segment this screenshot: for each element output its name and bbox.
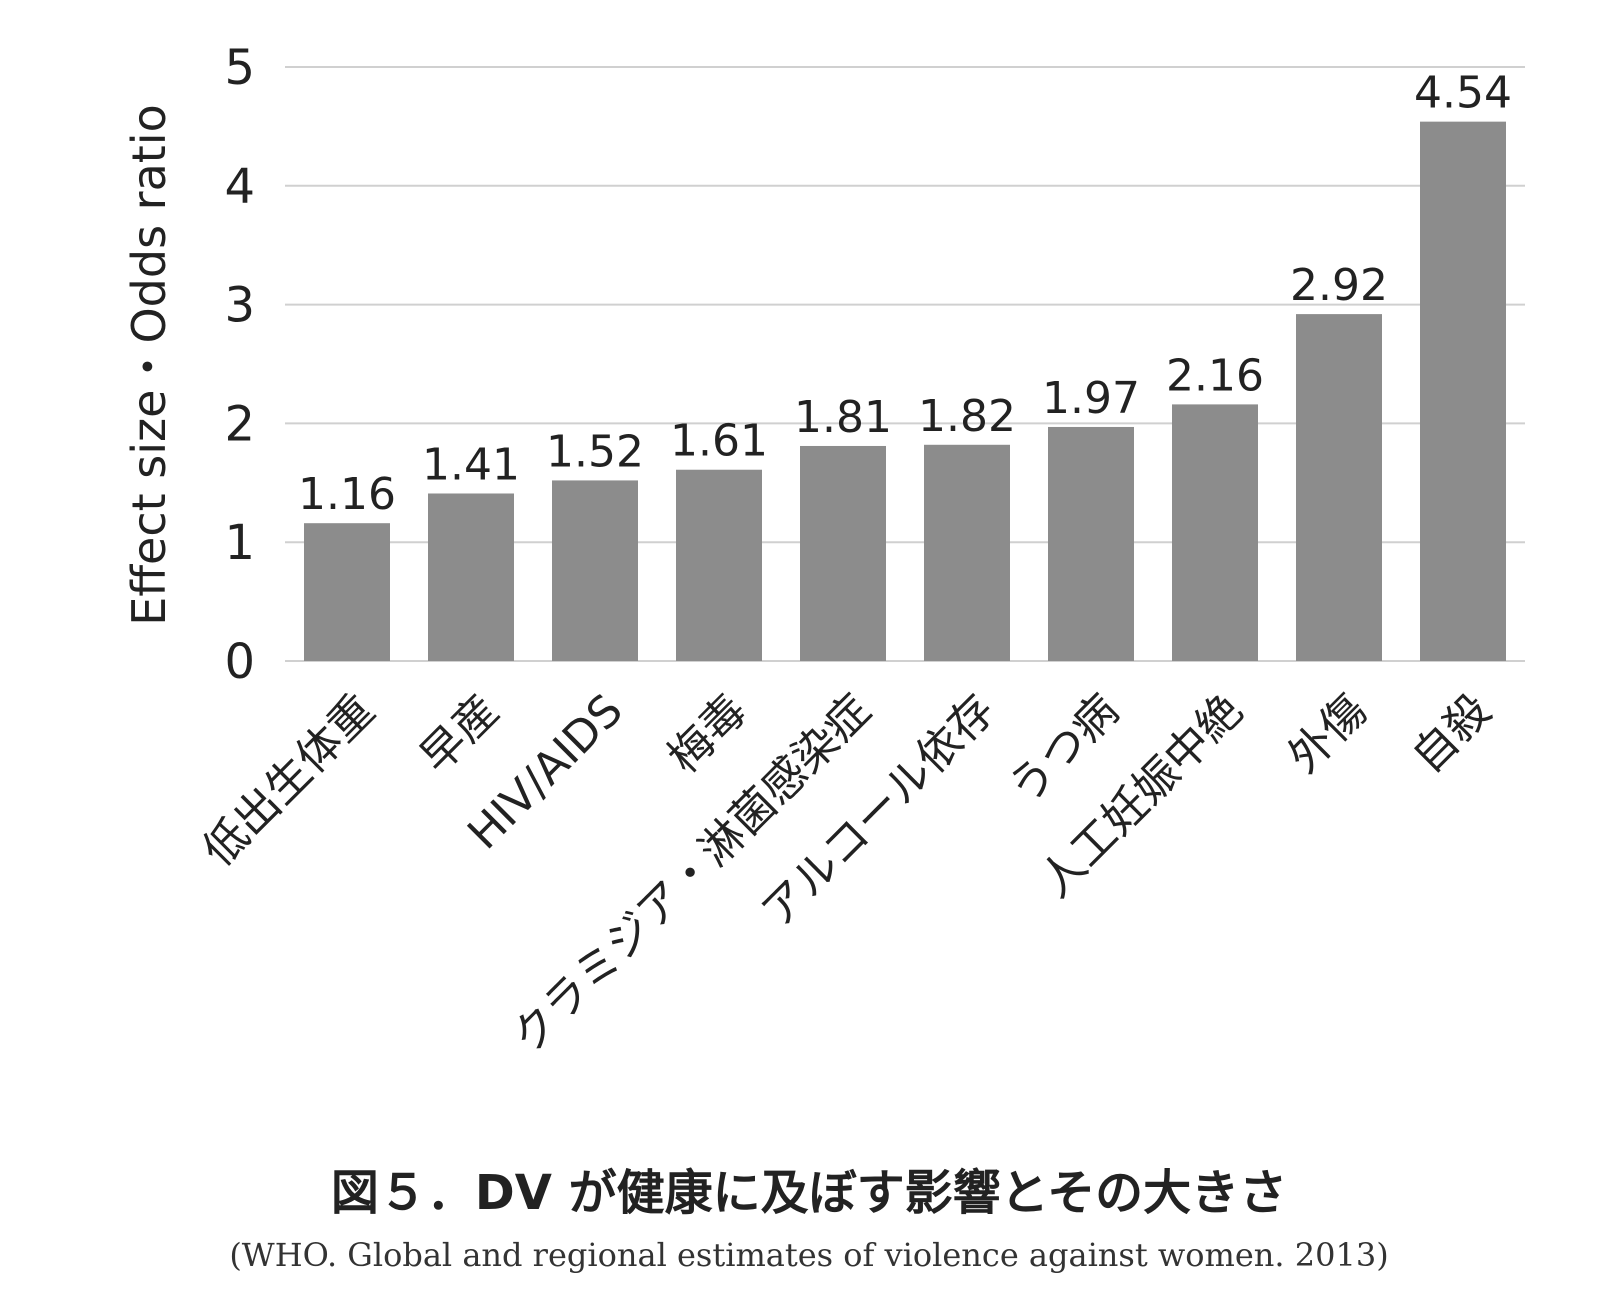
bar <box>552 480 638 661</box>
y-axis-ticks: 0 1 2 3 4 5 <box>224 40 255 690</box>
x-tick-label: 低出生体重 <box>193 685 385 877</box>
data-label: 2.92 <box>1290 260 1388 311</box>
x-tick-label: 梅毒 <box>658 685 756 783</box>
bar-chart: 0 1 2 3 4 5 1.16 1.41 1.52 1.61 1.81 1.82 1.97 2.16 2… <box>122 40 1525 1063</box>
figure-caption: 図５．DV が健康に及ぼす影響とその大きさ <box>330 1165 1288 1221</box>
bar <box>428 493 514 661</box>
bar <box>1420 121 1506 661</box>
y-tick-label: 1 <box>224 515 255 571</box>
bar <box>800 445 886 661</box>
bar <box>1172 404 1258 661</box>
data-label: 1.16 <box>298 469 396 520</box>
y-tick-label: 4 <box>224 159 255 215</box>
bars <box>304 121 1506 661</box>
data-label: 2.16 <box>1166 350 1264 401</box>
bar <box>924 444 1010 661</box>
bar <box>676 469 762 661</box>
bar <box>304 523 390 661</box>
y-tick-label: 2 <box>224 396 255 452</box>
data-label: 1.41 <box>422 439 520 490</box>
figure-source: (WHO. Global and regional estimates of v… <box>229 1236 1389 1274</box>
data-label: 4.54 <box>1414 68 1512 119</box>
data-label: 1.81 <box>794 392 892 443</box>
data-labels: 1.16 1.41 1.52 1.61 1.81 1.82 1.97 2.16 2.92 4.54 <box>298 68 1512 521</box>
y-tick-label: 0 <box>224 634 255 690</box>
y-tick-label: 3 <box>224 278 255 334</box>
data-label: 1.61 <box>670 416 768 467</box>
x-tick-label: 早産 <box>410 685 508 783</box>
x-tick-label: 自殺 <box>1402 685 1500 783</box>
data-label: 1.97 <box>1042 373 1140 424</box>
y-axis-label: Effect size・Odds ratio <box>122 104 176 625</box>
data-label: 1.52 <box>546 426 644 477</box>
x-tick-label: 外傷 <box>1278 685 1376 783</box>
y-tick-label: 5 <box>224 40 255 96</box>
bar <box>1296 314 1382 661</box>
data-label: 1.82 <box>918 391 1016 442</box>
bar <box>1048 426 1134 661</box>
